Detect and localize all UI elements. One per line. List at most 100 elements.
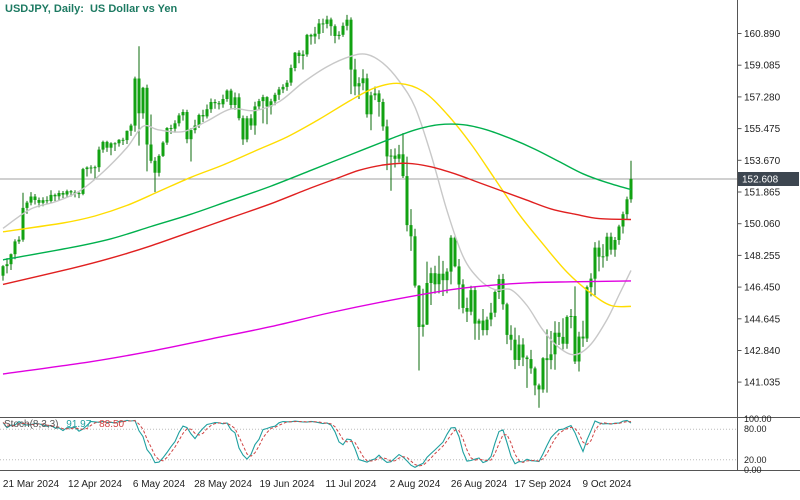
candle-body (85, 167, 89, 170)
candle-body (369, 95, 373, 115)
candle-body (449, 237, 453, 272)
candle-body (281, 86, 285, 90)
time-axis[interactable]: 21 Mar 2024 12 Apr 2024 6 May 2024 28 May 2… (3, 479, 632, 490)
candle-body (557, 332, 561, 337)
price-axis-label: 155.475 (744, 124, 781, 135)
candle-body (365, 78, 369, 115)
candle-body (473, 290, 477, 324)
candle-body (229, 90, 233, 105)
candle-body (81, 169, 85, 194)
chart-title: USDJPY, Daily: US Dollar vs Yen (5, 3, 178, 15)
candle-body (445, 271, 449, 281)
candle-body (373, 93, 377, 96)
indicator-k-value: 91.97 (66, 419, 92, 430)
candle-body (589, 278, 593, 288)
candle-body (417, 285, 421, 327)
candle-body (381, 102, 385, 127)
time-axis-label: 17 Sep 2024 (515, 479, 572, 490)
candle-body (413, 236, 417, 286)
ma-slow-magenta (2, 280, 632, 375)
candle-body (485, 319, 489, 331)
candle-body (277, 89, 281, 95)
candle-body (137, 78, 141, 114)
candle-body (569, 316, 573, 317)
candle-body (393, 155, 397, 159)
candle-body (309, 34, 313, 37)
candle-body (377, 93, 381, 102)
candle-body (385, 126, 389, 157)
ma-yellow (2, 82, 632, 308)
candle-body (117, 139, 121, 144)
candle-body (409, 225, 413, 237)
time-axis-label: 2 Aug 2024 (390, 479, 441, 490)
candle-body (621, 214, 625, 227)
candle-body (29, 196, 33, 203)
candle-body (5, 264, 9, 267)
indicator-name: Stoch(8,3,3) (4, 419, 59, 430)
candle-body (297, 52, 301, 56)
candle-body (321, 23, 325, 25)
price-axis-label: 150.060 (744, 219, 781, 230)
candle-body (253, 106, 257, 126)
candle-body (329, 19, 333, 27)
candle-body (477, 320, 481, 324)
candle-body (609, 236, 613, 250)
candle-body (17, 239, 21, 242)
candle-body (145, 87, 149, 145)
candle-body (465, 308, 469, 312)
candle-body (397, 154, 401, 159)
price-axis-label: 142.840 (744, 346, 781, 357)
candle-body (489, 312, 493, 320)
stoch-axis-label: 80.00 (744, 424, 767, 434)
candle-body (121, 139, 125, 141)
price-axis-label: 141.035 (744, 378, 781, 389)
time-axis-label: 6 May 2024 (133, 479, 186, 490)
candle-body (457, 266, 461, 285)
candle-body (13, 241, 17, 255)
candle-body (189, 130, 193, 140)
candle-body (585, 287, 589, 339)
candle-body (613, 240, 617, 250)
candle-body (469, 290, 473, 312)
candle-body (345, 19, 349, 26)
time-axis-label: 26 Aug 2024 (451, 479, 508, 490)
candle-body (517, 344, 521, 360)
candle-body (89, 167, 93, 169)
candle-body (573, 316, 577, 362)
candle-body (305, 34, 309, 55)
candle-body (9, 254, 13, 265)
candle-body (361, 78, 365, 84)
candle-body (177, 115, 181, 124)
candle-body (49, 194, 53, 201)
candle-body (161, 142, 165, 156)
stoch-axis-label: 0.00 (744, 465, 762, 475)
candle-body (605, 236, 609, 257)
candles-layer (1, 14, 633, 408)
time-axis-label: 11 Jul 2024 (326, 479, 377, 490)
price-axis-label: 153.670 (744, 156, 781, 167)
candle-body (241, 118, 245, 140)
candle-body (317, 23, 321, 34)
ma-green (2, 123, 632, 261)
price-axis-label: 146.450 (744, 283, 781, 294)
time-axis-label: 28 May 2024 (194, 479, 252, 490)
ma-fast-gray (2, 53, 632, 356)
candle-body (157, 155, 161, 173)
chart-plot-area[interactable] (0, 0, 737, 417)
candle-body (325, 19, 329, 24)
candle-body (549, 354, 553, 361)
candle-body (133, 78, 137, 126)
candle-body (173, 123, 177, 129)
candle-body (205, 109, 209, 117)
candle-body (505, 304, 509, 335)
ma-red (2, 162, 632, 286)
price-axis-label: 151.865 (744, 188, 781, 199)
time-axis-label: 12 Apr 2024 (68, 479, 122, 490)
candle-body (433, 273, 437, 285)
candle-body (493, 292, 497, 313)
candle-body (141, 87, 145, 114)
stoch-axis-label: 20.00 (744, 455, 767, 465)
candle-body (45, 200, 49, 202)
candle-body (57, 193, 61, 197)
price-axis[interactable]: 160.890 159.085 157.280 155.475 153.670 151.8… (737, 29, 781, 389)
